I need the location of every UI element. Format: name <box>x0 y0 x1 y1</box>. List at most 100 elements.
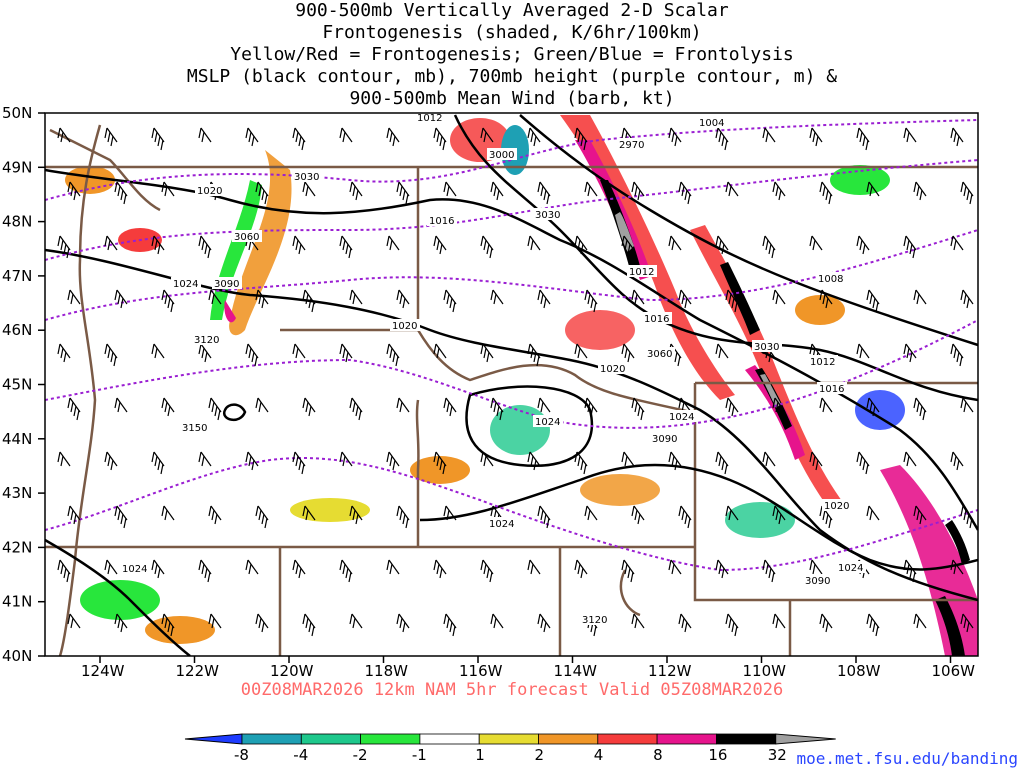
wind-barb <box>856 451 870 475</box>
wind-barb <box>621 451 635 467</box>
mslp-label: 1024 <box>836 561 866 574</box>
longitude-axis: 124W 122W 120W 118W 116W 114W 112W 110W 108W 106W <box>81 656 975 680</box>
wind-barb <box>433 343 447 359</box>
title-line-3: Yellow/Red = Frontogenesis; Green/Blue =… <box>230 44 794 65</box>
wind-barb <box>537 505 551 529</box>
wind-barb <box>537 289 551 309</box>
wind-barb <box>104 559 118 575</box>
wind-barb <box>903 559 917 583</box>
mslp-label: 1024 <box>120 562 150 575</box>
wind-barb <box>772 181 786 201</box>
svg-text:3030: 3030 <box>535 210 560 221</box>
wind-barb <box>668 559 682 575</box>
wind-barb <box>819 181 833 205</box>
wind-barb <box>67 397 81 421</box>
colorbar-swatch <box>478 733 539 745</box>
wind-barb <box>913 613 927 629</box>
website-link[interactable]: moe.met.fsu.edu/banding <box>796 749 1018 768</box>
mslp-label: 1012 <box>415 111 443 124</box>
mslp-label: 1020 <box>390 319 420 332</box>
svg-text:1020: 1020 <box>600 364 625 375</box>
title-line-1: 900-500mb Vertically Averaged 2-D Scalar <box>295 0 729 21</box>
wind-barb <box>725 505 739 521</box>
wind-barb <box>772 613 786 629</box>
wind-barb <box>198 127 212 143</box>
wind-barb <box>386 235 400 251</box>
wind-barb <box>67 289 81 305</box>
wind-barb <box>584 181 598 197</box>
wind-barb <box>292 127 306 151</box>
wind-barb <box>678 505 692 529</box>
wind-barb <box>480 127 494 143</box>
height-label: 3090 <box>650 432 680 445</box>
height-label: 3030 <box>752 340 782 353</box>
wind-barb <box>913 397 927 421</box>
svg-text:1020: 1020 <box>392 321 417 332</box>
svg-text:3030: 3030 <box>294 172 319 183</box>
svg-text:3120: 3120 <box>194 335 219 346</box>
wind-barb <box>245 451 259 471</box>
wind-barb <box>537 181 551 205</box>
wind-barb <box>161 397 175 417</box>
lon-label: 112W <box>648 662 692 680</box>
wind-barb <box>772 505 786 525</box>
wind-barb <box>198 235 212 259</box>
wind-barb <box>151 451 165 475</box>
wind-barb <box>292 343 306 359</box>
mslp-label: 1016 <box>817 382 847 395</box>
wind-barb <box>255 181 269 205</box>
wind-barb <box>198 451 212 467</box>
wind-barb <box>349 397 363 421</box>
wind-barb <box>678 181 692 205</box>
colorbar-swatch <box>597 733 658 745</box>
wind-barb <box>725 181 739 197</box>
wind-barb <box>302 181 316 197</box>
height-label: 3150 <box>180 421 210 434</box>
lat-label: 40N <box>2 647 32 665</box>
mslp-label: 1024 <box>533 415 563 428</box>
lat-label: 47N <box>2 267 32 285</box>
svg-text:1024: 1024 <box>122 564 147 575</box>
wind-barb <box>903 127 917 143</box>
wind-barb <box>809 235 823 251</box>
wind-barb <box>67 181 81 201</box>
svg-text:3030: 3030 <box>754 342 779 353</box>
svg-text:1024: 1024 <box>838 563 863 574</box>
mslp-label: 1004 <box>697 116 727 129</box>
wind-barb <box>245 343 259 367</box>
wind-barb <box>762 559 776 583</box>
lon-label: 116W <box>459 662 503 680</box>
svg-text:3090: 3090 <box>805 576 830 587</box>
mslp-label: 1024 <box>667 410 697 423</box>
wind-barb <box>480 343 494 363</box>
wind-barb <box>208 613 222 629</box>
wind-barb <box>114 289 128 309</box>
svg-text:3090: 3090 <box>214 279 239 290</box>
lon-label: 124W <box>81 662 125 680</box>
mslp-label: 1012 <box>808 355 838 368</box>
wind-barbs <box>57 127 974 637</box>
wind-barb <box>631 505 645 525</box>
colorbar-swatch <box>300 733 361 745</box>
wind-barb <box>255 505 269 529</box>
height-label: 3120 <box>192 333 222 346</box>
colorbar-label: 8 <box>653 746 663 764</box>
colorbar-label: -4 <box>293 746 308 764</box>
svg-text:3060: 3060 <box>234 232 259 243</box>
wind-barb <box>678 289 692 309</box>
wind-barb <box>161 613 175 637</box>
wind-barb <box>480 559 494 583</box>
wind-barb <box>480 451 494 467</box>
lat-label: 50N <box>2 104 32 122</box>
wind-barb <box>151 343 165 359</box>
wind-barb <box>114 505 128 529</box>
svg-text:1008: 1008 <box>818 274 843 285</box>
wind-barb <box>960 289 974 309</box>
svg-text:1020: 1020 <box>197 186 222 197</box>
lat-label: 45N <box>2 376 32 394</box>
height-label: 3060 <box>232 230 262 243</box>
svg-text:1024: 1024 <box>535 417 560 428</box>
wind-barb <box>433 127 447 151</box>
wind-barb <box>255 613 269 633</box>
wind-barb <box>621 559 635 583</box>
